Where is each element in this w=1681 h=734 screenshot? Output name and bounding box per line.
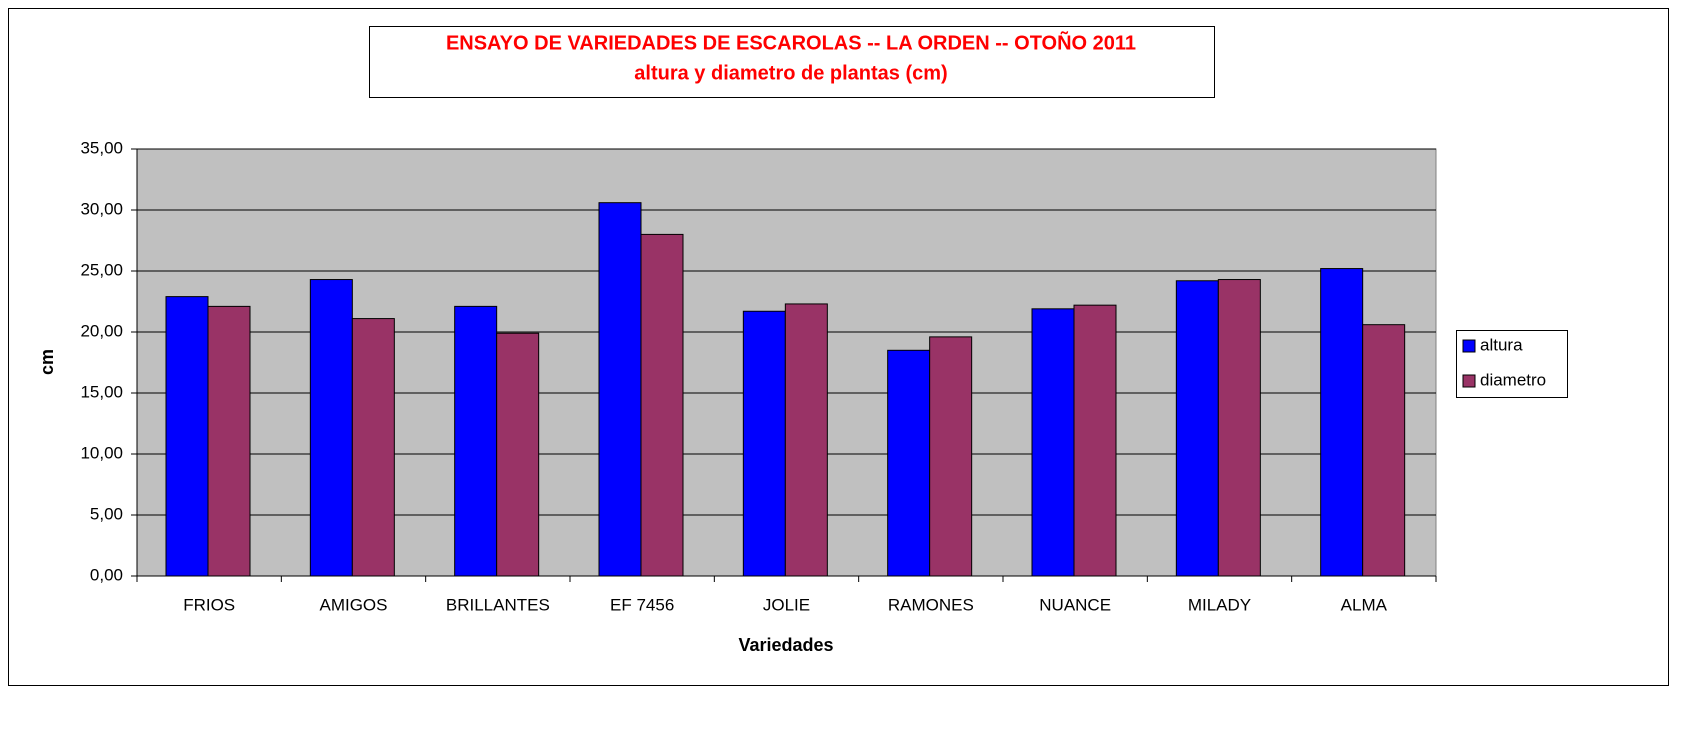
y-tick-label: 15,00 — [80, 382, 123, 401]
x-tick-label: AMIGOS — [319, 595, 387, 614]
bar — [496, 332, 540, 577]
y-tick-label: 0,00 — [90, 565, 123, 584]
legend-swatch — [1462, 374, 1476, 388]
x-tick-label: MILADY — [1188, 595, 1251, 614]
bar — [1073, 304, 1117, 577]
bar — [351, 318, 395, 577]
bar — [454, 305, 498, 577]
y-tick-label: 30,00 — [80, 199, 123, 218]
bar — [1217, 279, 1261, 577]
bar — [598, 202, 642, 577]
bar — [207, 305, 251, 577]
legend-swatch — [1462, 339, 1476, 353]
y-tick-label: 20,00 — [80, 321, 123, 340]
chart-subtitle: altura y diametro de plantas (cm) — [634, 62, 947, 84]
x-tick-label: EF 7456 — [610, 595, 674, 614]
bar — [1175, 280, 1219, 577]
x-tick-label: ALMA — [1341, 595, 1388, 614]
bar — [640, 233, 684, 577]
chart-title: ENSAYO DE VARIEDADES DE ESCAROLAS -- LA … — [446, 31, 1136, 54]
title-box — [369, 26, 1215, 98]
y-tick-label: 10,00 — [80, 443, 123, 462]
legend-label: diametro — [1480, 370, 1546, 389]
y-tick-label: 5,00 — [90, 504, 123, 523]
x-axis-label: Variedades — [738, 635, 833, 655]
y-tick-label: 35,00 — [80, 138, 123, 157]
bar — [165, 296, 209, 577]
x-tick-label: BRILLANTES — [446, 595, 550, 614]
bar — [1362, 324, 1406, 577]
legend-label: altura — [1480, 335, 1523, 354]
bar — [1320, 268, 1364, 577]
x-tick-label: FRIOS — [183, 595, 235, 614]
x-tick-label: NUANCE — [1039, 595, 1111, 614]
bar — [1031, 308, 1075, 577]
bar — [784, 303, 828, 577]
x-tick-label: RAMONES — [888, 595, 974, 614]
bar — [742, 310, 786, 577]
x-tick-label: JOLIE — [763, 595, 810, 614]
y-tick-label: 25,00 — [80, 260, 123, 279]
bar — [309, 279, 353, 577]
y-axis-label: cm — [37, 349, 57, 375]
bar — [887, 349, 931, 577]
bar — [929, 336, 973, 577]
